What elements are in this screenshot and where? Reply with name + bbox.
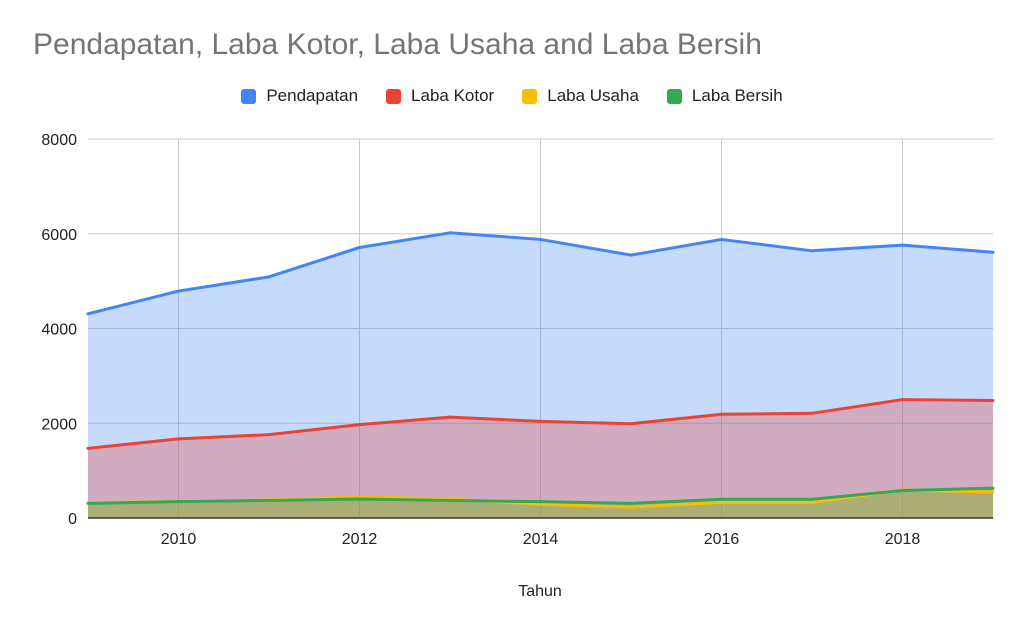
point-pendapatan — [991, 250, 995, 254]
legend-swatch — [386, 88, 402, 104]
gridlines — [88, 138, 993, 518]
point-laba-bersih — [901, 489, 904, 493]
chart-title: Pendapatan, Laba Kotor, Laba Usaha and L… — [33, 28, 762, 61]
point-laba-bersih — [991, 486, 995, 490]
legend-swatch — [522, 88, 538, 104]
series-areas — [88, 232, 993, 519]
point-pendapatan — [267, 275, 271, 279]
point-laba-kotor — [448, 415, 452, 419]
point-laba-usaha — [629, 505, 633, 509]
point-laba-bersih — [629, 501, 633, 505]
y-tick-label: 8000 — [41, 132, 77, 149]
legend-label: Pendapatan — [266, 86, 359, 105]
point-laba-kotor — [901, 398, 904, 402]
point-laba-bersih — [177, 500, 180, 504]
point-laba-bersih — [86, 501, 90, 505]
x-tick-label: 2014 — [523, 531, 559, 548]
point-laba-usaha — [991, 490, 995, 494]
point-laba-usaha — [539, 502, 542, 506]
point-laba-kotor — [86, 446, 90, 450]
point-pendapatan — [901, 243, 904, 247]
point-laba-kotor — [177, 437, 180, 441]
legend-swatch — [666, 88, 682, 104]
point-pendapatan — [539, 237, 542, 241]
x-tick-label: 2018 — [885, 531, 921, 548]
point-laba-bersih — [267, 498, 271, 502]
point-laba-bersih — [810, 497, 814, 501]
legend-item-laba-bersih[interactable]: Laba Bersih — [666, 86, 783, 106]
legend-label: Laba Usaha — [547, 86, 639, 105]
series-lines — [86, 231, 995, 509]
point-pendapatan — [177, 289, 180, 293]
legend: Pendapatan Laba Kotor Laba Usaha Laba Be… — [0, 86, 1024, 106]
point-laba-bersih — [539, 500, 542, 504]
point-pendapatan — [629, 253, 633, 257]
point-laba-bersih — [358, 497, 361, 501]
y-tick-label: 2000 — [41, 416, 77, 433]
axes: 0 2000 4000 6000 8000 2010 2012 2014 2016 2018 — [41, 132, 993, 548]
legend-item-pendapatan[interactable]: Pendapatan — [241, 86, 358, 106]
point-laba-bersih — [720, 497, 723, 501]
point-pendapatan — [720, 237, 723, 241]
point-laba-usaha — [720, 500, 723, 504]
point-pendapatan — [810, 249, 814, 253]
y-tick-label: 0 — [68, 511, 77, 528]
point-laba-kotor — [267, 433, 271, 437]
point-laba-usaha — [358, 495, 361, 499]
point-laba-kotor — [720, 412, 723, 416]
x-tick-label: 2012 — [342, 531, 378, 548]
legend-item-laba-kotor[interactable]: Laba Kotor — [386, 86, 494, 106]
x-tick-label: 2010 — [161, 531, 197, 548]
area-pendapatan — [88, 232, 993, 519]
point-laba-bersih — [448, 498, 452, 502]
x-axis-title: Tahun — [518, 583, 562, 600]
point-pendapatan — [358, 245, 361, 249]
point-laba-kotor — [629, 422, 633, 426]
point-laba-kotor — [358, 423, 361, 427]
area-laba-usaha — [88, 490, 993, 518]
legend-label: Laba Bersih — [691, 86, 783, 105]
legend-label: Laba Kotor — [411, 86, 495, 105]
y-tick-label: 4000 — [41, 322, 77, 339]
point-laba-kotor — [539, 419, 542, 423]
y-tick-label: 6000 — [41, 227, 77, 244]
point-pendapatan — [86, 312, 90, 316]
point-pendapatan — [448, 231, 452, 235]
legend-swatch — [241, 88, 257, 104]
legend-item-laba-usaha[interactable]: Laba Usaha — [522, 86, 639, 106]
point-laba-usaha — [810, 500, 814, 504]
area-laba-kotor — [88, 399, 993, 518]
point-laba-kotor — [991, 399, 995, 403]
x-tick-label: 2016 — [704, 531, 740, 548]
point-laba-kotor — [810, 411, 814, 415]
